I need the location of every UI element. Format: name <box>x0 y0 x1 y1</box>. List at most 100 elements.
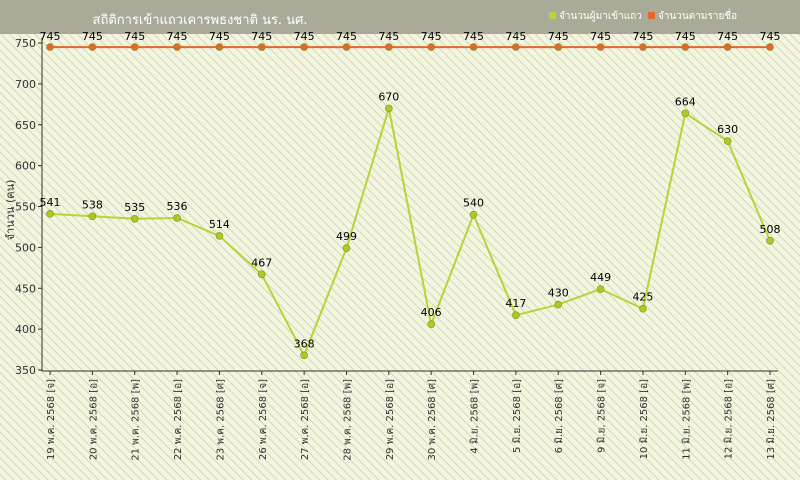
x-tick-label: 22 พ.ค. 2568 [อ] <box>173 379 184 460</box>
roster-data-label: 745 <box>548 30 569 43</box>
roster-point <box>427 43 435 51</box>
roster-data-label: 745 <box>463 30 484 43</box>
roster-point <box>639 43 647 51</box>
roster-point <box>469 43 478 51</box>
roster-data-label: 745 <box>421 30 442 43</box>
attendance-point <box>300 351 308 360</box>
attendance-data-label: 535 <box>124 201 145 214</box>
x-tick-label: 11 มิ.ย. 2568 [พ] <box>681 379 692 460</box>
attendance-data-label: 449 <box>590 271 611 284</box>
legend-swatch-roster <box>648 12 655 19</box>
attendance-data-label: 514 <box>209 218 230 231</box>
legend-label-roster: จำนวนตามรายชื่อ <box>658 8 737 22</box>
attendance-point <box>427 320 435 329</box>
roster-point <box>215 43 224 51</box>
x-tick-label: 5 มิ.ย. 2568 [อ] <box>512 379 523 453</box>
axes <box>41 38 778 372</box>
attendance-data-label: 630 <box>717 123 738 136</box>
roster-data-label: 745 <box>209 30 230 43</box>
attendance-point <box>554 300 563 309</box>
attendance-point <box>257 270 266 279</box>
roster-point <box>766 43 774 51</box>
roster-point <box>257 43 266 51</box>
attendance-data-label: 368 <box>294 337 315 350</box>
attendance-point <box>681 109 690 118</box>
series-attendance: 541 538 535 536 514 467 368 499 670 406 540 417 430 4… <box>40 90 781 360</box>
x-tick-label: 9 มิ.ย. 2568 [จ] <box>597 379 608 453</box>
x-tick-label: 19 พ.ค. 2568 [จ] <box>46 379 57 460</box>
chart-title: สถิติการเข้าแถวเคารพธงชาติ นร. นศ. <box>93 13 308 28</box>
y-tick-label: 700 <box>15 78 36 91</box>
roster-data-label: 745 <box>505 30 526 43</box>
y-axis-ticks: 350 400 450 500 550 600 650 700 750 <box>15 37 42 377</box>
x-tick-label: 28 พ.ค. 2568 [พ] <box>342 379 353 461</box>
legend-swatch-attendance <box>549 12 556 19</box>
roster-data-label: 745 <box>336 30 357 43</box>
roster-data-label: 745 <box>167 30 188 43</box>
attendance-point <box>130 214 139 223</box>
y-tick-label: 450 <box>15 282 36 295</box>
roster-point <box>46 43 54 51</box>
roster-point <box>723 43 732 51</box>
x-tick-label: 20 พ.ค. 2568 [อ] <box>88 379 99 460</box>
roster-point <box>596 43 605 51</box>
roster-data-label: 745 <box>632 30 653 43</box>
attendance-point <box>173 214 181 222</box>
attendance-point <box>639 304 647 313</box>
x-tick-label: 10 มิ.ย. 2568 [อ] <box>639 379 650 459</box>
roster-point <box>130 43 139 51</box>
legend: จำนวนผู้มาเข้าแถว จำนวนตามรายชื่อ <box>549 8 737 22</box>
y-tick-label: 650 <box>15 119 36 132</box>
attendance-point <box>766 237 774 245</box>
roster-data-label: 745 <box>40 30 61 43</box>
roster-point <box>173 43 181 51</box>
attendance-point <box>46 210 54 218</box>
roster-data-label: 745 <box>124 30 145 43</box>
roster-data-label: 745 <box>717 30 738 43</box>
attendance-data-label: 540 <box>463 197 484 210</box>
y-axis-label: จำนวน (คน) <box>4 180 17 241</box>
roster-data-label: 745 <box>251 30 272 43</box>
attendance-data-label: 406 <box>421 306 442 319</box>
x-tick-label: 30 พ.ค. 2568 [ศ] <box>427 379 438 461</box>
attendance-point <box>385 104 393 113</box>
y-tick-label: 500 <box>15 241 36 254</box>
attendance-data-label: 508 <box>760 223 781 236</box>
roster-data-label: 745 <box>294 30 315 43</box>
attendance-data-label: 536 <box>167 200 188 213</box>
attendance-point <box>215 232 224 240</box>
roster-data-label: 745 <box>760 30 781 43</box>
y-tick-label: 400 <box>15 323 36 336</box>
attendance-data-label: 425 <box>632 291 653 304</box>
y-tick-label: 600 <box>15 160 36 173</box>
roster-data-label: 745 <box>82 30 103 43</box>
attendance-data-label: 541 <box>40 196 61 209</box>
roster-point <box>512 43 520 51</box>
x-tick-label: 6 มิ.ย. 2568 [ศ] <box>554 379 565 453</box>
y-tick-label: 750 <box>15 37 36 50</box>
x-axis-ticks: 19 พ.ค. 2568 [จ] 20 พ.ค. 2568 [อ] 21 พ.ค. … <box>46 371 777 461</box>
attendance-point <box>469 210 478 219</box>
roster-point <box>88 43 97 51</box>
x-tick-label: 23 พ.ค. 2568 [ศ] <box>215 379 226 461</box>
x-tick-label: 29 พ.ค. 2568 [อ] <box>385 379 396 460</box>
header-bar <box>0 0 800 34</box>
roster-data-label: 745 <box>590 30 611 43</box>
attendance-data-label: 664 <box>675 95 696 108</box>
y-tick-label: 550 <box>15 201 36 214</box>
roster-point <box>342 43 351 51</box>
attendance-point <box>512 311 520 320</box>
attendance-data-label: 499 <box>336 230 357 243</box>
roster-data-label: 745 <box>675 30 696 43</box>
attendance-point <box>342 244 351 252</box>
roster-point <box>385 43 393 51</box>
series-roster: 745 745 745 745 745 745 745 745 745 745 745 745 745 7… <box>40 30 781 51</box>
attendance-data-label: 670 <box>378 90 399 103</box>
roster-point <box>554 43 563 51</box>
attendance-data-label: 430 <box>548 287 569 300</box>
x-tick-label: 13 มิ.ย. 2568 [ศ] <box>766 379 777 460</box>
attendance-point <box>596 285 605 293</box>
